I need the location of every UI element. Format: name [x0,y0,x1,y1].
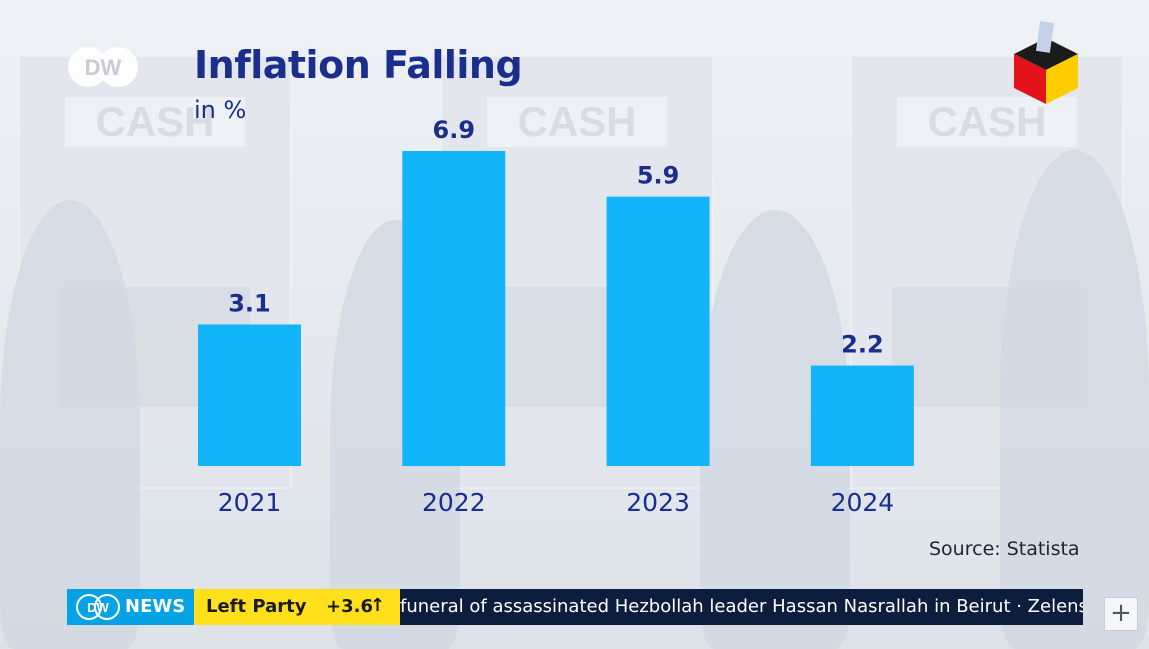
expand-button[interactable]: + [1104,597,1138,631]
category-label-2023: 2023 [626,488,690,517]
news-ticker: DW NEWS Left Party +3.6 ↑ funeral of ass… [67,589,1083,625]
cash-sign: CASH [897,97,1077,147]
dw-logo: DW [68,47,138,87]
cash-sign: CASH [65,97,245,147]
party-name: Left Party [206,596,307,617]
chart-unit: in % [194,96,247,124]
dw-news-logo-icon: DW [76,594,120,620]
cash-sign: CASH [487,97,667,147]
source-note: Source: Statista [929,538,1080,560]
value-label-2023: 5.9 [637,162,680,190]
value-label-2022: 6.9 [433,116,476,144]
category-label-2021: 2021 [218,488,282,517]
bar-2022 [402,151,506,466]
bar-2021 [198,324,301,466]
dw-news-brand: DW NEWS [67,589,194,625]
value-label-2021: 3.1 [228,289,271,317]
ticker-headline: funeral of assassinated Hezbollah leader… [400,596,1083,617]
party-delta: +3.6 [326,596,373,617]
crowd-silhouette [0,200,140,649]
bar-2023 [606,196,710,467]
news-label: NEWS [125,596,186,617]
party-result: Left Party +3.6 ↑ [194,589,400,625]
value-label-2024: 2.2 [841,331,884,359]
svg-text:DW: DW [87,600,109,615]
chart-title: Inflation Falling [194,43,523,87]
bar-2024 [810,365,914,466]
category-label-2022: 2022 [422,488,486,517]
svg-text:DW: DW [85,55,122,80]
bar-chart: 3.1 2021 6.9 2022 5.9 2023 2.2 2024 [198,116,914,517]
arrow-up-icon: ↑ [370,595,386,616]
category-label-2024: 2024 [831,488,895,517]
crowd-silhouette [1000,150,1149,649]
ballot-box-icon [1014,21,1078,104]
